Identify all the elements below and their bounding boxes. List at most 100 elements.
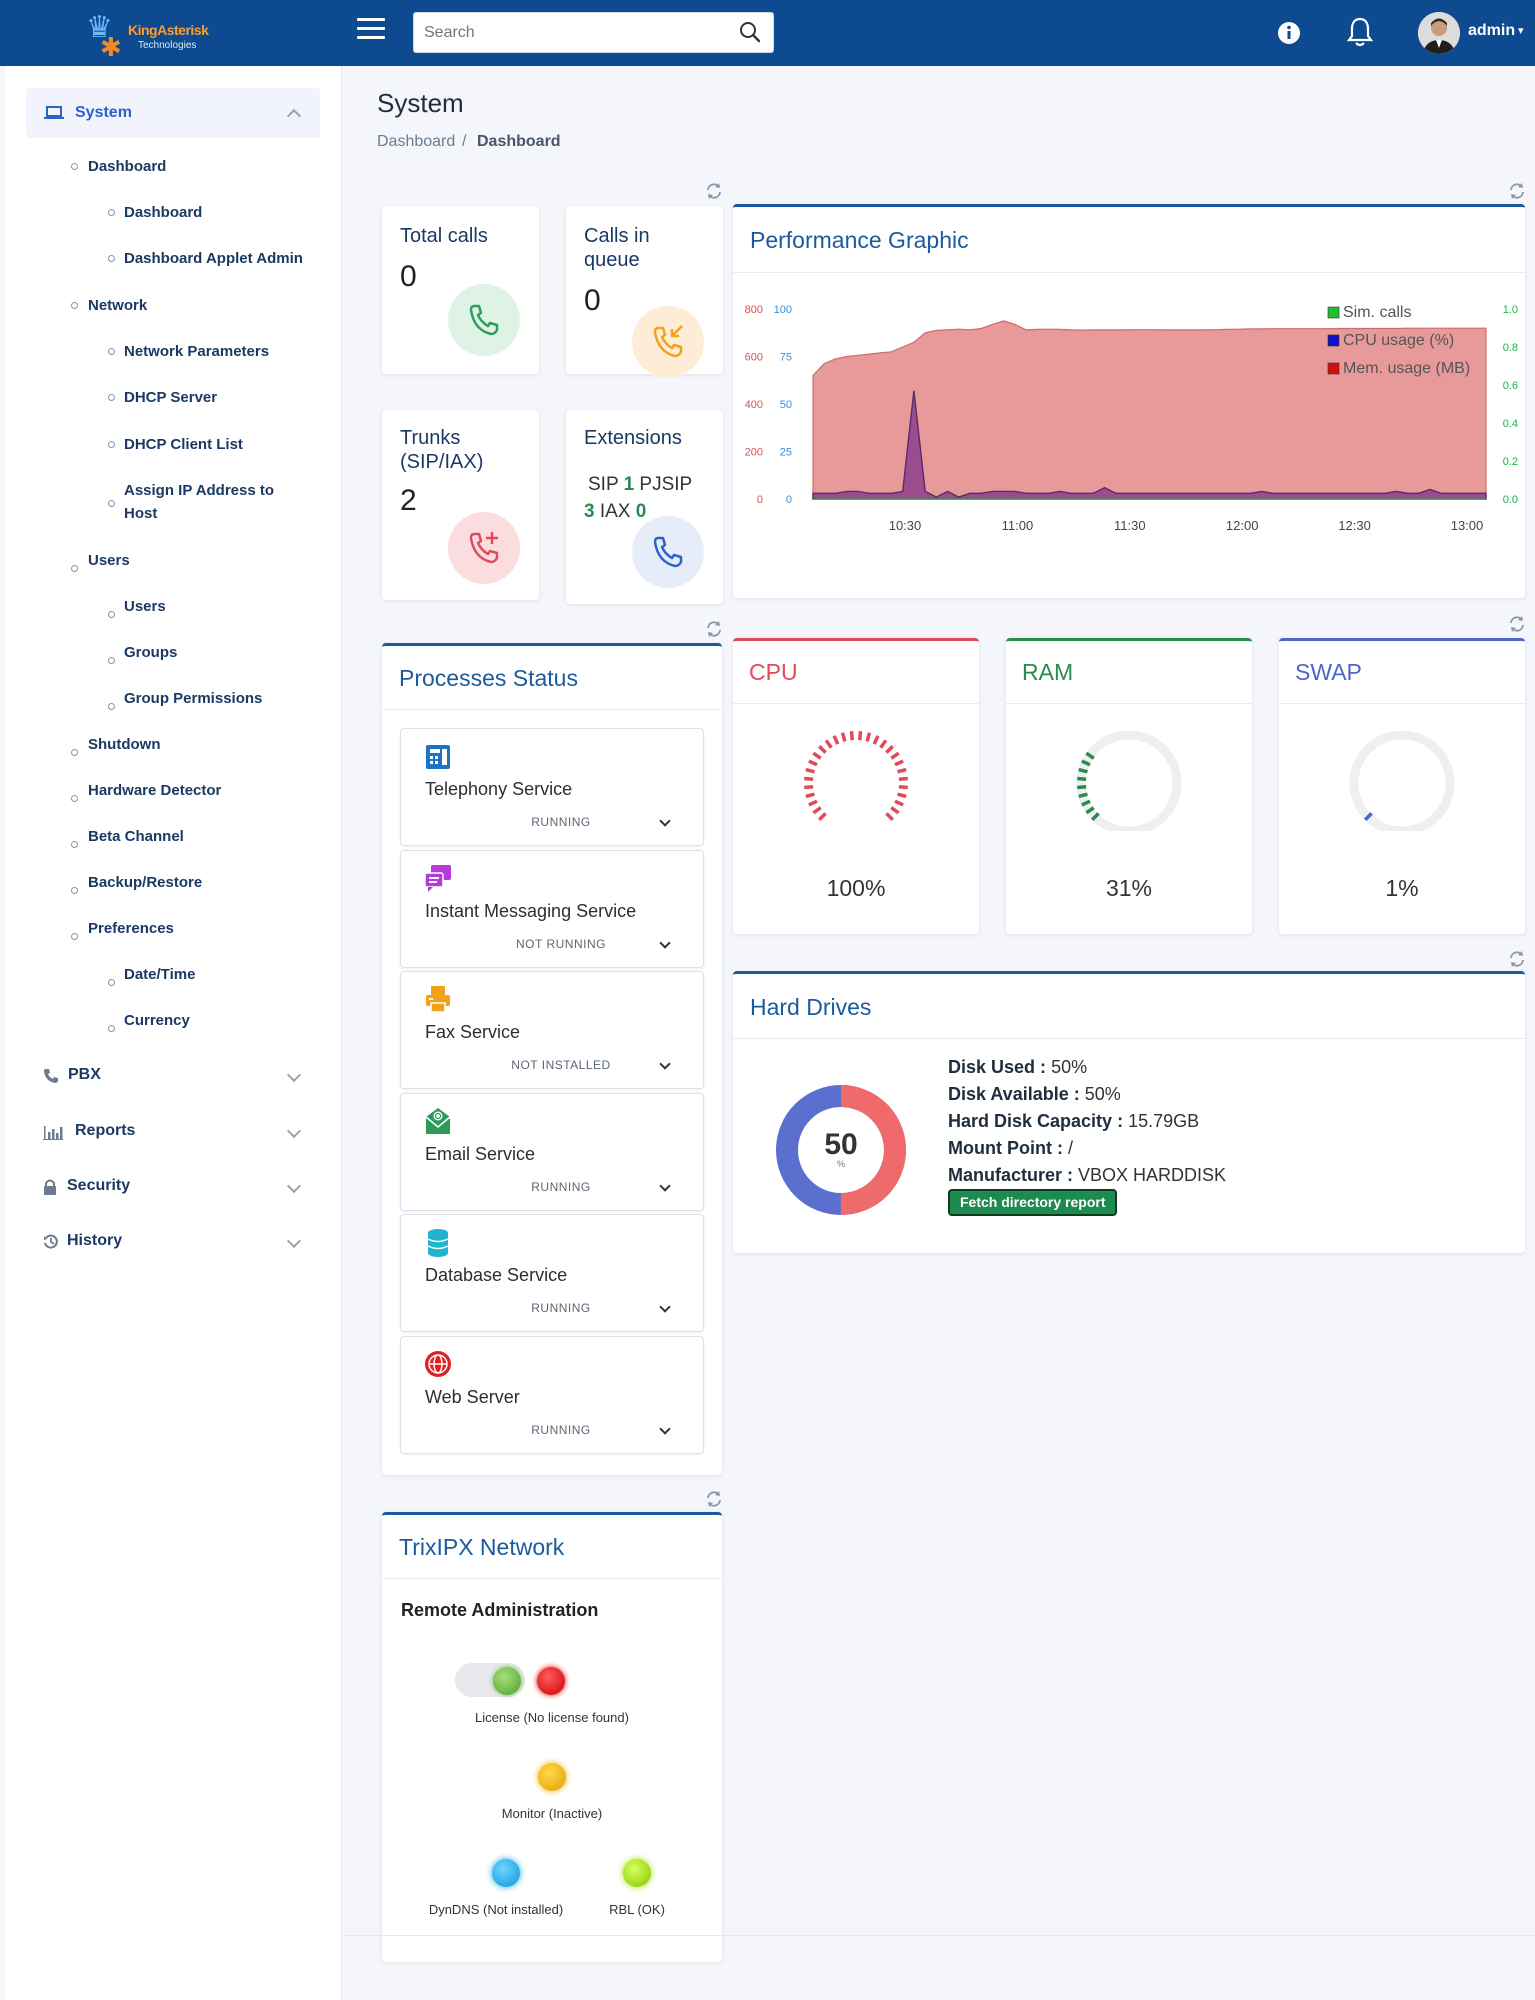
capacity-row: Hard Disk Capacity : 15.79GB: [948, 1111, 1199, 1132]
chevron-down-icon[interactable]: [659, 936, 671, 949]
process-name: Web Server: [425, 1387, 520, 1407]
swap-gauge: [1349, 731, 1455, 831]
chevron-down-icon[interactable]: [659, 1180, 671, 1192]
chevron-down-icon[interactable]: [659, 1058, 671, 1070]
chat-icon: [424, 864, 451, 892]
sidebar-item-dashboard-applet-admin[interactable]: Dashboard Applet Admin: [124, 250, 303, 267]
gauge-tick: [840, 732, 847, 742]
sidebar-item-backup-restore[interactable]: Backup/Restore: [88, 874, 203, 891]
process-item[interactable]: Fax Service NOT INSTALLED: [400, 971, 704, 1090]
gauge-value: 1%: [1385, 875, 1419, 901]
gauge-tick: [885, 812, 895, 822]
search-icon[interactable]: [736, 18, 764, 46]
sidebar-item-preferences[interactable]: Preferences: [88, 920, 174, 937]
sidebar-item-system[interactable]: [26, 88, 320, 138]
sidebar-item-dashboard[interactable]: Dashboard: [88, 158, 167, 175]
sidebar-item-hardware-detector[interactable]: Hardware Detector: [88, 782, 222, 799]
asterisk-icon: ✱: [100, 32, 122, 62]
sidebar-item-shutdown[interactable]: Shutdown: [88, 736, 161, 753]
y-axis-inner-tick: 0: [786, 494, 792, 506]
gauge-card-cpu: CPU 100%: [733, 638, 979, 934]
caret-down-icon[interactable]: ▾: [1518, 25, 1524, 37]
sidebar-item-group-permissions[interactable]: Group Permissions: [124, 690, 263, 707]
process-item[interactable]: Email Service RUNNING: [400, 1092, 704, 1211]
sidebar-section-history[interactable]: History: [67, 1232, 123, 1249]
chevron-down-icon[interactable]: [659, 1301, 671, 1314]
sidebar-section-reports[interactable]: Reports: [75, 1122, 136, 1139]
disk-used-row: Disk Used : 50%: [948, 1057, 1087, 1078]
sidebar-item-network[interactable]: Network: [88, 297, 148, 314]
legend-swatch: [1327, 306, 1340, 319]
refresh-icon[interactable]: [705, 182, 723, 200]
process-item[interactable]: Web Server RUNNING: [400, 1336, 704, 1454]
sidebar-item-beta-channel[interactable]: Beta Channel: [88, 828, 184, 845]
process-name: Fax Service: [425, 1022, 521, 1043]
user-menu[interactable]: admin: [1468, 22, 1516, 39]
license-status-led: [537, 1667, 565, 1695]
sidebar-item-dhcp-client-list[interactable]: DHCP Client List: [124, 436, 243, 453]
bell-icon[interactable]: [1345, 15, 1375, 49]
rbl-label: RBL (OK): [609, 1902, 665, 1917]
bullet-icon: [108, 255, 115, 262]
sidebar-item-currency[interactable]: Currency: [124, 1012, 190, 1029]
refresh-icon[interactable]: [705, 620, 723, 638]
chevron-down-icon[interactable]: [659, 1423, 671, 1435]
legend-swatch: [1327, 362, 1340, 375]
y-axis-inner-tick: 75: [780, 352, 792, 364]
sidebar-item-dashboard-sub[interactable]: Dashboard: [124, 204, 203, 221]
sidebar-item-network-parameters[interactable]: Network Parameters: [124, 343, 270, 360]
gauge-tick: [808, 799, 818, 807]
gauge-card-ram: RAM 31%: [1006, 638, 1252, 934]
license-toggle-knob[interactable]: [493, 1667, 521, 1695]
legend-label: Mem. usage (MB): [1343, 360, 1470, 377]
legend-swatch: [1327, 334, 1340, 347]
menu-toggle-icon[interactable]: [357, 18, 385, 42]
process-item[interactable]: Instant Messaging Service NOT RUNNING: [400, 849, 704, 968]
sidebar-section-security[interactable]: Security: [67, 1177, 131, 1194]
refresh-icon[interactable]: [1508, 950, 1526, 968]
gauge-title: CPU: [749, 659, 798, 685]
bullet-icon: [108, 979, 115, 986]
gauge-tick: [898, 776, 908, 781]
gauge-tick: [897, 792, 907, 799]
sidebar-item-assign-ip[interactable]: Assign IP Address to: [124, 482, 275, 499]
x-axis-tick: 11:00: [1002, 518, 1034, 533]
search-input[interactable]: [413, 12, 774, 53]
sidebar-item-groups[interactable]: Groups: [124, 644, 178, 661]
fetch-directory-report-button[interactable]: Fetch directory report: [948, 1189, 1118, 1216]
refresh-icon[interactable]: [1508, 182, 1526, 200]
breadcrumb-link-dashboard[interactable]: Dashboard: [377, 133, 456, 150]
gauge-value: 100%: [826, 875, 886, 901]
disk-used-label: Disk Used :: [948, 1057, 1047, 1077]
ext-sip-value: 1: [623, 474, 635, 495]
sidebar-item-dhcp-server[interactable]: DHCP Server: [124, 389, 218, 406]
stat-card-extensions: Extensions SIP 1 PJSIP 3 IAX 0: [566, 410, 723, 604]
brand-logo[interactable]: ♛ ✱ KingAsterisk Technologies: [80, 8, 220, 62]
refresh-icon[interactable]: [705, 1490, 723, 1508]
gauge-title: RAM: [1022, 659, 1074, 685]
sidebar-item-users[interactable]: Users: [124, 598, 166, 615]
cpu-gauge: [804, 731, 908, 822]
bullet-icon: [71, 795, 78, 802]
process-status: NOT RUNNING: [516, 936, 606, 951]
info-icon[interactable]: [1276, 20, 1302, 46]
page-title: System: [377, 88, 464, 118]
chevron-down-icon[interactable]: [659, 815, 671, 827]
process-item[interactable]: Database Service RUNNING: [400, 1214, 704, 1333]
stat-title-line1: Trunks: [400, 427, 461, 449]
sidebar-item-users-group[interactable]: Users: [88, 552, 130, 569]
y-axis-inner-tick: 50: [780, 399, 792, 411]
sidebar-item-assign-ip-host[interactable]: Host: [124, 505, 158, 522]
sidebar-item-date-time[interactable]: Date/Time: [124, 966, 196, 983]
sidebar-section-pbx[interactable]: PBX: [68, 1066, 101, 1083]
gauge-tick: [1078, 767, 1088, 774]
avatar[interactable]: [1418, 12, 1460, 54]
ram-gauge: [1076, 731, 1182, 831]
gauge-card-swap: SWAP 1%: [1279, 638, 1525, 934]
bullet-icon: [108, 611, 115, 618]
gauge-tick: [812, 806, 822, 815]
gauge-tick: [894, 759, 904, 767]
sidebar-system-label[interactable]: System: [75, 104, 132, 121]
refresh-icon[interactable]: [1508, 615, 1526, 633]
process-item[interactable]: Telephony Service RUNNING: [400, 728, 704, 846]
